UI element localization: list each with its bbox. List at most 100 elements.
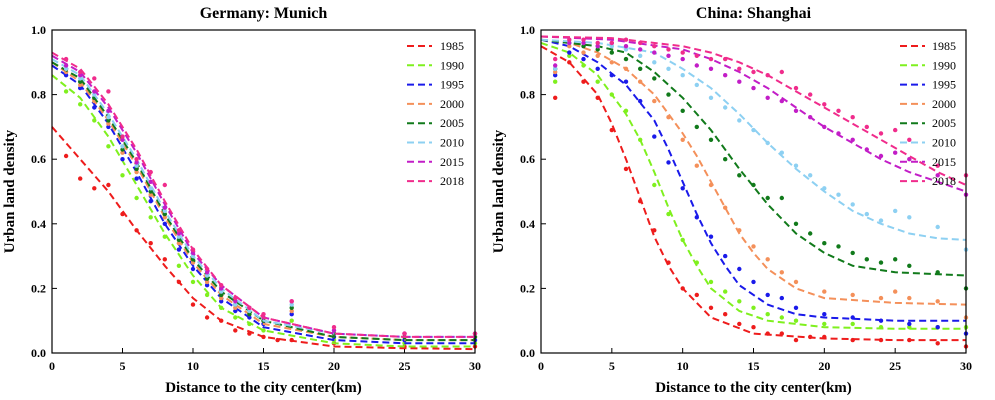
plot-frame — [540, 29, 967, 354]
data-point-2015 — [92, 89, 97, 94]
data-point-1995 — [106, 124, 111, 130]
data-point-2010 — [935, 224, 940, 230]
data-point-2005 — [289, 305, 294, 310]
data-point-2015 — [864, 147, 869, 152]
data-point-2010 — [836, 192, 841, 197]
data-point-1995 — [134, 176, 139, 181]
data-point-1995 — [638, 98, 643, 104]
y-tick-label: 0.4 — [520, 217, 535, 231]
data-point-1985 — [176, 279, 182, 285]
data-point-1985 — [289, 337, 294, 343]
data-point-2015 — [553, 63, 558, 68]
data-point-1990 — [148, 215, 153, 220]
data-point-2018 — [907, 137, 912, 142]
data-point-2015 — [595, 44, 600, 49]
data-point-1990 — [666, 211, 671, 217]
x-tick-label: 25 — [889, 359, 901, 373]
series-fit-line-2010 — [540, 38, 967, 241]
x-tick-label: 20 — [328, 359, 340, 373]
data-point-1985 — [694, 292, 699, 298]
data-point-1985 — [567, 60, 572, 65]
data-point-1985 — [638, 199, 643, 204]
data-point-1995 — [850, 315, 855, 320]
data-point-1995 — [666, 160, 671, 165]
legend-label: 1985 — [932, 39, 956, 53]
series-fit-line-1990 — [51, 74, 475, 348]
data-point-1990 — [247, 321, 252, 327]
data-point-1995 — [219, 299, 224, 304]
data-point-2000 — [822, 289, 827, 294]
data-point-2005 — [134, 166, 139, 172]
data-point-2018 — [134, 157, 139, 162]
data-point-2005 — [204, 276, 210, 281]
data-point-2005 — [148, 189, 153, 194]
data-point-1985 — [148, 241, 153, 246]
data-point-1985 — [935, 341, 940, 346]
data-point-1990 — [204, 292, 210, 298]
data-point-2018 — [120, 134, 125, 139]
data-point-2005 — [219, 292, 224, 298]
x-tick-label: 0 — [49, 359, 55, 373]
data-point-2010 — [680, 73, 685, 78]
data-point-2005 — [680, 108, 685, 114]
data-point-2010 — [204, 273, 210, 278]
data-point-2005 — [106, 118, 111, 123]
data-point-2015 — [652, 50, 657, 55]
data-point-1990 — [134, 195, 139, 201]
data-point-1990 — [219, 305, 224, 310]
data-point-2005 — [765, 195, 770, 201]
x-tick-label: 10 — [677, 359, 689, 373]
data-point-1995 — [289, 312, 294, 317]
data-point-2005 — [779, 195, 784, 201]
data-point-1985 — [723, 312, 728, 317]
data-point-2018 — [864, 124, 869, 130]
data-point-1995 — [694, 215, 699, 220]
x-axis-label: Distance to the city center(km) — [655, 380, 852, 396]
data-point-1990 — [106, 144, 111, 149]
data-point-1995 — [765, 292, 770, 298]
data-point-1985 — [680, 286, 685, 291]
data-point-2018 — [893, 127, 898, 133]
data-point-2000 — [233, 305, 238, 310]
series-fit-line-2005 — [540, 38, 967, 277]
data-point-2010 — [907, 215, 912, 220]
data-point-2005 — [793, 221, 799, 226]
data-point-2000 — [878, 295, 884, 301]
data-point-2018 — [219, 283, 224, 288]
legend-label: 1995 — [932, 78, 956, 92]
data-point-2000 — [779, 270, 784, 275]
data-point-2000 — [162, 215, 167, 220]
data-point-2018 — [331, 325, 337, 330]
data-point-2000 — [204, 279, 210, 285]
data-point-1990 — [737, 299, 742, 304]
y-tick-label: 0.8 — [520, 88, 535, 102]
data-point-1985 — [623, 166, 629, 172]
legend-label: 2000 — [440, 97, 464, 111]
data-point-2010 — [893, 208, 898, 214]
data-point-2015 — [723, 73, 728, 78]
data-point-2015 — [581, 40, 586, 46]
data-point-1995 — [78, 85, 83, 91]
data-point-1995 — [708, 234, 714, 239]
data-point-2018 — [162, 182, 167, 188]
data-point-2000 — [567, 44, 572, 49]
data-point-1995 — [553, 73, 558, 78]
data-point-2015 — [148, 179, 153, 184]
data-point-1995 — [92, 105, 97, 110]
data-point-2010 — [652, 60, 657, 65]
y-tick-label: 0.6 — [520, 152, 535, 166]
data-point-1985 — [595, 95, 600, 101]
data-point-1995 — [162, 221, 167, 226]
data-point-2018 — [261, 312, 266, 317]
data-point-2000 — [765, 257, 770, 262]
data-point-2000 — [623, 66, 629, 72]
data-point-2015 — [134, 160, 139, 165]
x-axis-label: Distance to the city center(km) — [165, 380, 362, 396]
data-point-2005 — [78, 79, 83, 84]
data-point-2018 — [708, 56, 714, 62]
data-point-1985 — [808, 334, 813, 340]
data-point-2015 — [779, 98, 784, 104]
data-point-1990 — [92, 118, 97, 123]
data-point-2018 — [737, 66, 742, 72]
x-tick-label: 10 — [187, 359, 199, 373]
